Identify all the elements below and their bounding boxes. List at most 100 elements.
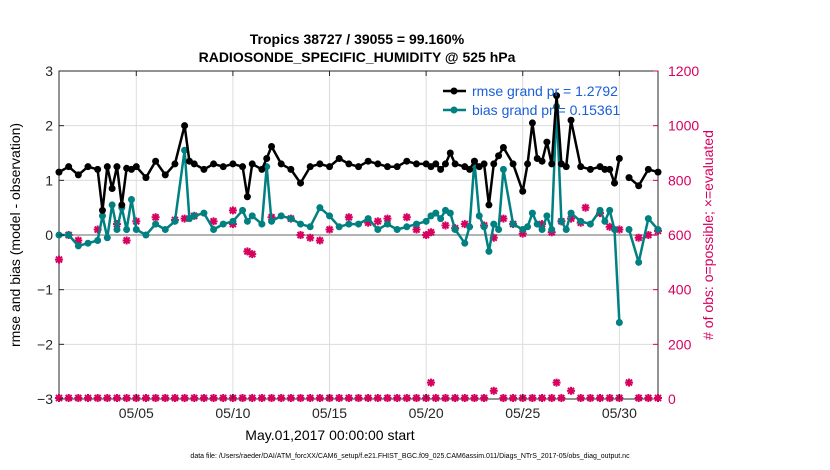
rmse-point-0-61: [509, 160, 517, 168]
obs-possible-point-48: [509, 394, 518, 402]
obs-evaluated-point-15-d2: [345, 213, 353, 221]
bias-point-0-51: [451, 226, 459, 234]
obs-possible-point-47: [499, 394, 508, 402]
obs-possible-point-42: [451, 394, 460, 402]
rmse-point-0-23: [229, 160, 237, 168]
legend-bias-marker: [450, 106, 458, 114]
rmse-point-0-59: [495, 152, 503, 160]
obs-possible-point-50-d2: [528, 394, 537, 402]
bias-point-0-8: [113, 226, 121, 234]
rmse-point-0-1: [65, 163, 73, 171]
y2-axis-ticks: 0 200 400 600 800 1000 1200: [653, 63, 699, 407]
rmse-point-0-35: [326, 163, 334, 171]
obs-evaluated-extra-point-3: [228, 206, 237, 215]
obs-evaluated-extra-point-3-d2: [229, 206, 237, 215]
bias-point-0-40: [374, 226, 382, 234]
obs-possible-point-24-d2: [287, 394, 295, 402]
obs-possible-point-31: [354, 394, 363, 402]
rmse-point-0-69: [553, 92, 561, 100]
obs-possible-point-21: [257, 394, 266, 402]
rmse-point-0-71: [562, 163, 570, 171]
obs-possible-point-58: [596, 394, 605, 402]
rmse-point-0-42: [393, 163, 401, 171]
rmse-point-0-78: [611, 179, 619, 187]
obs-evaluated-point-5-d2: [151, 213, 160, 221]
bias-point-0-70: [557, 217, 565, 225]
legend-rmse-marker: [450, 87, 458, 95]
bias-point-0-71: [562, 226, 570, 234]
obs-possible-point-10: [151, 394, 160, 402]
obs-possible-point-3-d2: [84, 394, 92, 402]
obs-evaluated-point-14-d2: [325, 225, 334, 234]
obs-possible-point-45: [480, 394, 489, 402]
bias-line-segment-1: [627, 217, 659, 264]
bias-point-0-74: [586, 220, 594, 228]
obs-possible-point-7-d2: [122, 394, 131, 402]
x-tick-label-2: 05/15: [312, 405, 347, 421]
rmse-point-0-34: [316, 160, 324, 168]
obs-possible-point-55-d2: [567, 387, 575, 395]
bias-point-0-58: [490, 220, 498, 228]
obs-possible-point-44-d2: [470, 394, 479, 402]
obs-possible-point-56-d2: [577, 394, 585, 402]
y-tick-label-6: 3: [45, 63, 53, 79]
obs-possible-point-37: [412, 394, 421, 402]
bias-point-0-60: [499, 165, 507, 173]
obs-possible-point-13: [180, 394, 189, 402]
obs-evaluated-extra-point-5-d2: [296, 231, 305, 239]
obs-possible-point-12: [170, 394, 179, 402]
x-axis-label: May.01,2017 00:00:00 start: [245, 427, 415, 443]
obs-possible-point-0-d2: [55, 394, 63, 402]
obs-possible-point-7: [122, 394, 131, 402]
obs-evaluated-extra-point-17-d2: [644, 231, 653, 239]
obs-possible-point-25: [296, 394, 305, 402]
bias-point-0-57: [485, 247, 493, 255]
rmse-point-0-12: [132, 163, 140, 171]
obs-possible-point-9-d2: [142, 394, 150, 402]
bias-point-0-68: [548, 226, 556, 234]
obs-possible-point-16: [209, 394, 218, 402]
obs-possible-point-40-d2: [432, 394, 440, 402]
obs-possible-point-26: [306, 394, 315, 402]
obs-possible-point-9: [141, 394, 150, 402]
y2-axis-label: # of obs: o=possible; ×=evaluated: [700, 130, 716, 340]
obs-evaluated-extra-point-6: [315, 236, 324, 245]
bias-point-1-3: [654, 226, 662, 234]
bias-point-0-30: [277, 212, 285, 220]
obs-evaluated-extra-point-6-d2: [316, 236, 324, 245]
rmse-point-0-20: [200, 165, 208, 173]
rmse-point-0-25: [243, 193, 251, 201]
bias-point-0-21: [210, 226, 218, 234]
bias-point-0-61: [509, 220, 517, 228]
obs-evaluated-point-30: [634, 233, 643, 242]
obs-evaluated-point-10-d2: [248, 250, 256, 258]
obs-evaluated-point-20: [441, 221, 450, 230]
obs-possible-point-1: [64, 394, 73, 402]
obs-possible-point-19-d2: [238, 394, 247, 402]
obs-possible-point-51-d2: [538, 394, 546, 402]
obs-possible-point-40: [431, 394, 440, 402]
bias-point-0-34: [316, 204, 324, 212]
obs-possible-point-63-d2: [644, 394, 653, 402]
rmse-point-0-47: [432, 160, 440, 168]
obs-possible-point-48-d2: [509, 394, 517, 402]
chart-title: Tropics 38727 / 39055 = 99.160%: [250, 31, 465, 47]
rmse-point-0-72: [567, 116, 575, 124]
obs-possible-point-27-d2: [316, 394, 324, 402]
obs-evaluated-point-8: [209, 217, 218, 226]
obs-possible-point-57: [586, 394, 595, 402]
obs-possible-point-20-d2: [248, 394, 256, 402]
obs-possible-point-52-d2: [548, 394, 556, 402]
rmse-point-0-39: [364, 157, 372, 165]
bias-point-0-73: [577, 217, 585, 225]
legend: rmse grand pr = 1.2792 bias grand pr = 0…: [443, 83, 620, 118]
obs-evaluated-extra-point-7: [373, 217, 382, 226]
obs-possible-point-62-d2: [634, 394, 643, 402]
obs-possible-point-53: [552, 378, 561, 387]
obs-possible-point-11-d2: [161, 394, 169, 402]
y2-tick-label-0: 0: [668, 391, 676, 407]
rmse-point-1-2: [644, 165, 652, 173]
rmse-point-1-1: [635, 182, 643, 190]
y2-tick-label-1: 200: [668, 336, 692, 352]
bias-point-0-12: [132, 226, 140, 234]
